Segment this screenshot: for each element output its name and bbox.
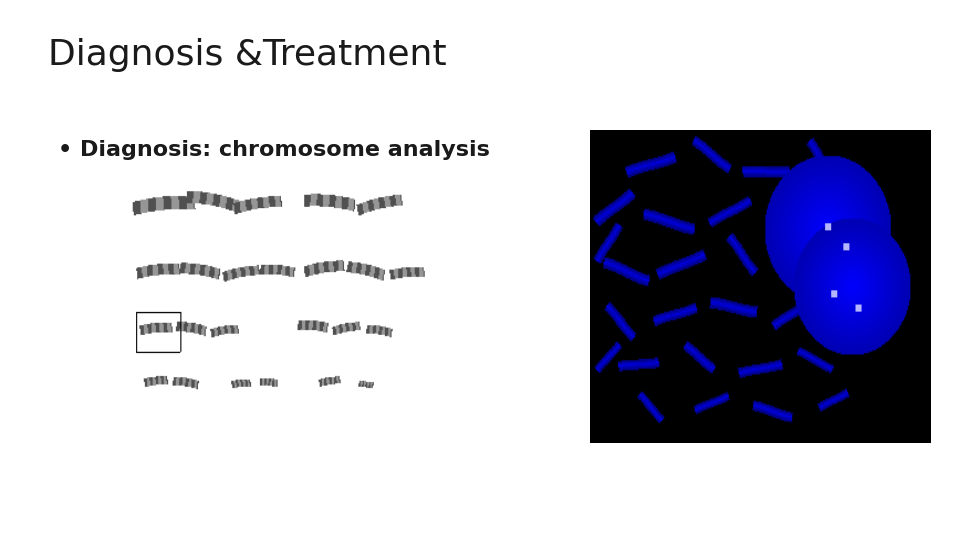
Text: Diagnosis &Treatment: Diagnosis &Treatment: [48, 38, 446, 72]
Text: • Diagnosis: chromosome analysis: • Diagnosis: chromosome analysis: [58, 140, 490, 160]
